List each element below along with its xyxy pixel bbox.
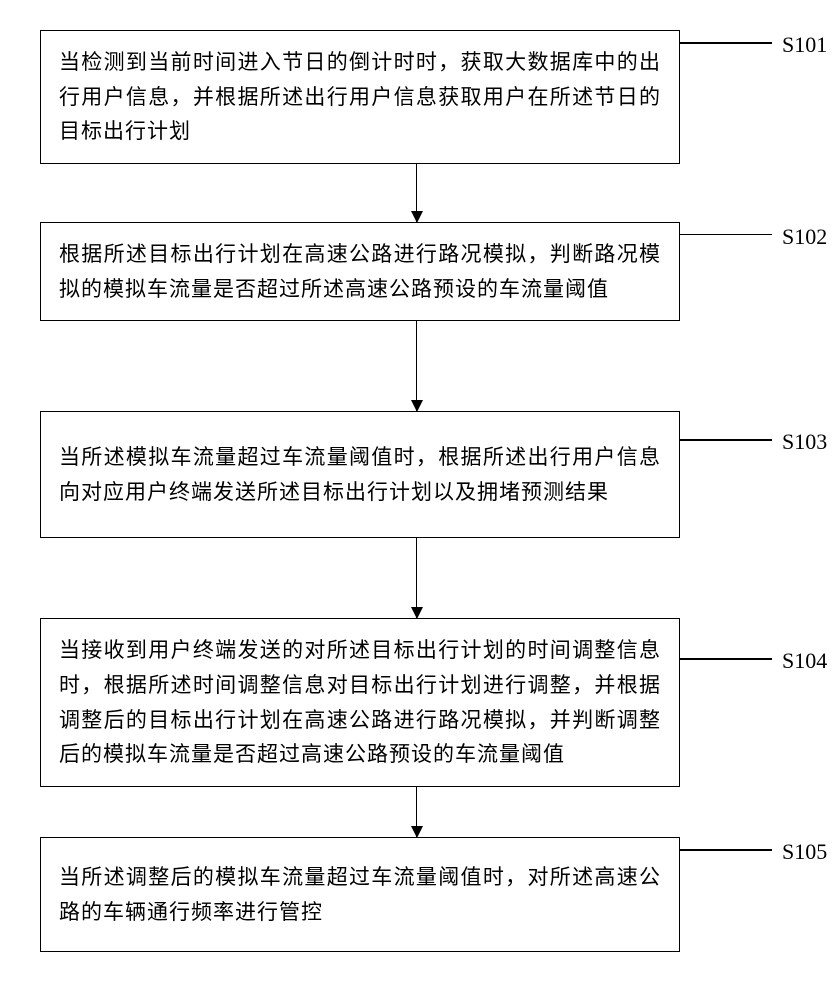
flowchart-container: 当检测到当前时间进入节日的倒计时时，获取大数据库中的出行用户信息，并根据所述出行…	[40, 30, 793, 952]
label-connector-3	[680, 439, 772, 441]
step-text-4: 当接收到用户终端发送的对所述目标出行计划的时间调整信息时，根据所述时间调整信息对…	[59, 638, 661, 766]
step-label-1: S101	[782, 32, 827, 58]
connector-1	[97, 164, 737, 222]
connector-2	[97, 321, 737, 411]
step-row-1: 当检测到当前时间进入节日的倒计时时，获取大数据库中的出行用户信息，并根据所述出行…	[40, 30, 793, 164]
connector-4	[97, 787, 737, 837]
arrow-line-3	[416, 538, 418, 618]
step-row-3: 当所述模拟车流量超过车流量阈值时，根据所述出行用户信息向对应用户终端发送所述目标…	[40, 411, 793, 538]
step-row-4: 当接收到用户终端发送的对所述目标出行计划的时间调整信息时，根据所述时间调整信息对…	[40, 618, 793, 787]
arrow-line-2	[416, 321, 418, 411]
label-connector-1	[680, 42, 772, 44]
label-connector-2	[680, 234, 772, 236]
step-box-4: 当接收到用户终端发送的对所述目标出行计划的时间调整信息时，根据所述时间调整信息对…	[40, 618, 680, 787]
step-box-3: 当所述模拟车流量超过车流量阈值时，根据所述出行用户信息向对应用户终端发送所述目标…	[40, 411, 680, 538]
step-box-1: 当检测到当前时间进入节日的倒计时时，获取大数据库中的出行用户信息，并根据所述出行…	[40, 30, 680, 164]
step-text-5: 当所述调整后的模拟车流量超过车流量阈值时，对所述高速公路的车辆通行频率进行管控	[59, 865, 661, 924]
step-box-2: 根据所述目标出行计划在高速公路进行路况模拟，判断路况模拟的模拟车流量是否超过所述…	[40, 222, 680, 321]
step-box-5: 当所述调整后的模拟车流量超过车流量阈值时，对所述高速公路的车辆通行频率进行管控	[40, 837, 680, 952]
arrow-line-4	[416, 787, 418, 837]
arrow-line-1	[416, 164, 418, 222]
label-connector-4	[680, 658, 772, 660]
step-label-3: S103	[782, 429, 827, 455]
label-connector-5	[680, 849, 772, 851]
step-row-2: 根据所述目标出行计划在高速公路进行路况模拟，判断路况模拟的模拟车流量是否超过所述…	[40, 222, 793, 321]
step-text-1: 当检测到当前时间进入节日的倒计时时，获取大数据库中的出行用户信息，并根据所述出行…	[59, 50, 661, 143]
step-label-5: S105	[782, 839, 827, 865]
connector-3	[97, 538, 737, 618]
step-text-2: 根据所述目标出行计划在高速公路进行路况模拟，判断路况模拟的模拟车流量是否超过所述…	[59, 242, 661, 301]
step-label-2: S102	[782, 224, 827, 250]
step-label-4: S104	[782, 648, 827, 674]
step-text-3: 当所述模拟车流量超过车流量阈值时，根据所述出行用户信息向对应用户终端发送所述目标…	[59, 445, 661, 504]
step-row-5: 当所述调整后的模拟车流量超过车流量阈值时，对所述高速公路的车辆通行频率进行管控 …	[40, 837, 793, 952]
